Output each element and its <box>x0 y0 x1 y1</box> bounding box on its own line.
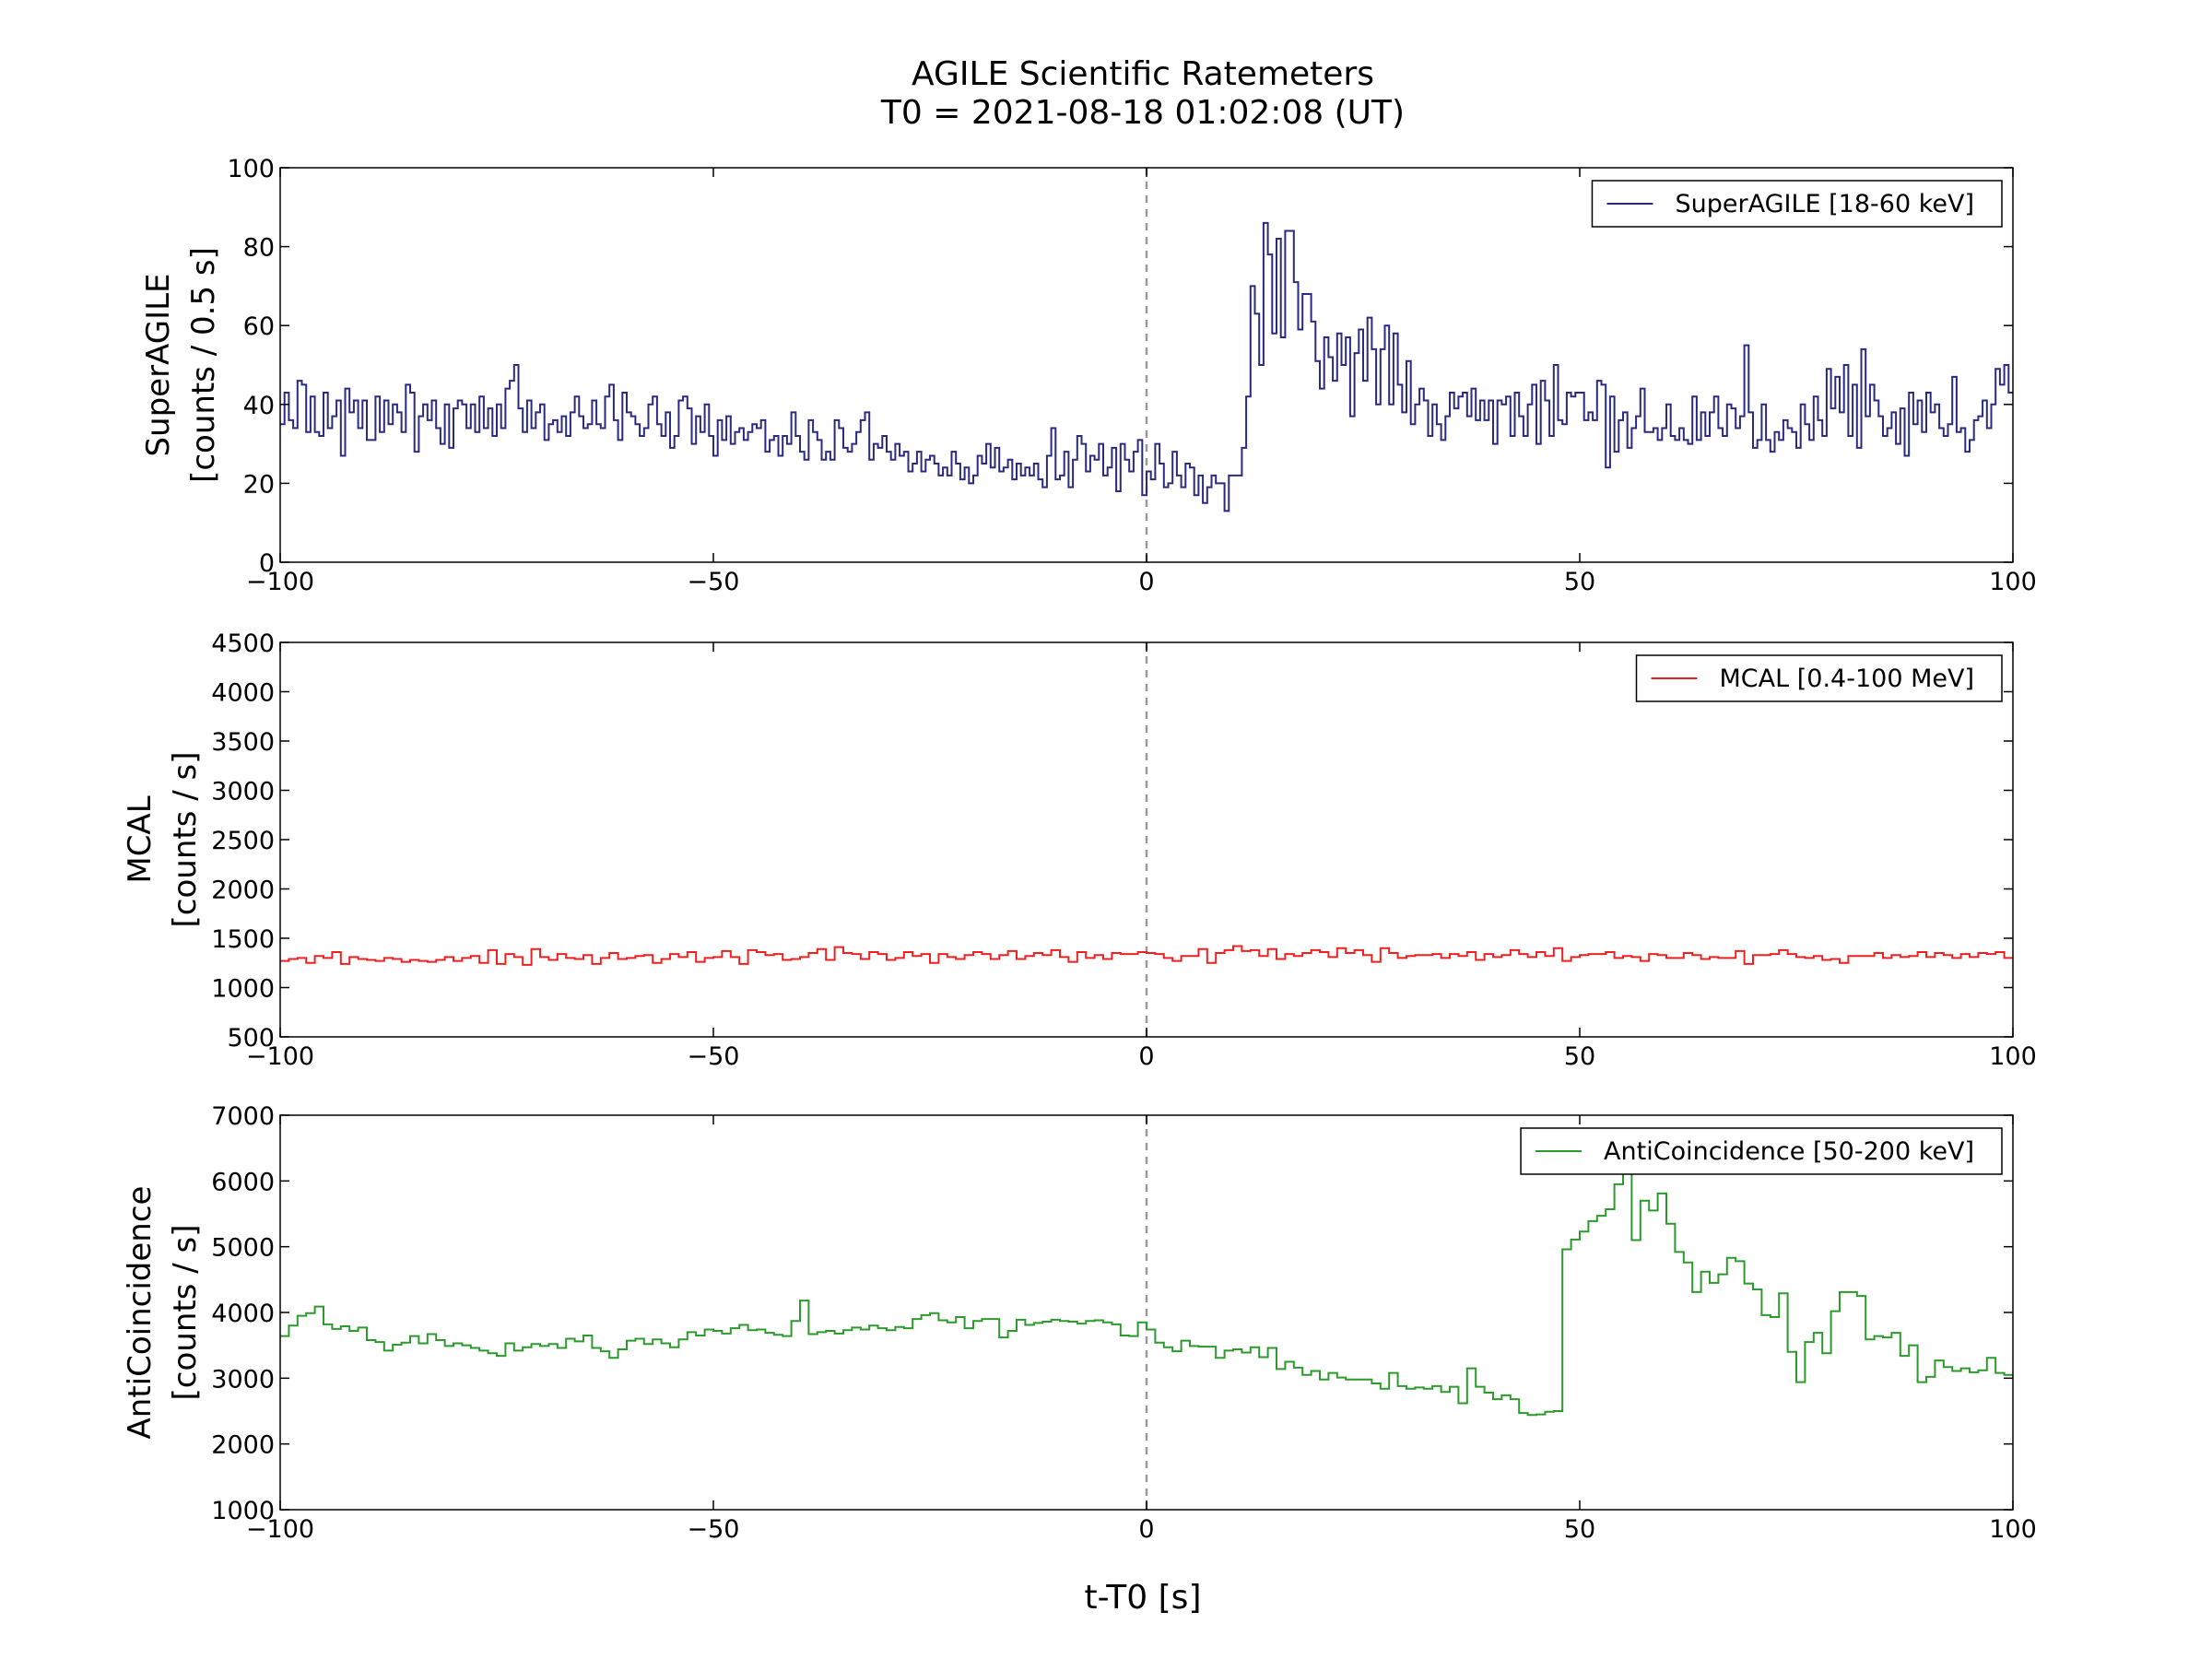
y-tick-label: 3000 <box>211 1365 275 1394</box>
legend-box <box>1591 180 2003 228</box>
y-tick-label: 2000 <box>211 1431 275 1460</box>
y-tick-label: 3000 <box>211 778 275 806</box>
y-tick-label: 2000 <box>211 877 275 905</box>
series-line <box>280 945 2013 966</box>
panel-1: −100 −50 0 50 100 500 1000 1500 2000 2500 3000 3500… <box>122 629 2037 1071</box>
x-tick-label: 100 <box>1989 568 2037 596</box>
panel-0: −100 −50 0 50 100 0 20 40 60 80 100 SuperAGILE [coun… <box>140 155 2037 596</box>
y-tick-label: 40 <box>243 392 275 420</box>
x-tick-label: −100 <box>246 568 314 596</box>
y-tick-label: 20 <box>243 470 275 499</box>
y-tick-label: 6000 <box>211 1168 275 1196</box>
y-axis-label-line1: SuperAGILE <box>140 273 177 456</box>
legend: SuperAGILE [18-60 keV] <box>1591 180 2003 228</box>
y-axis-label-line2: [counts / s] <box>167 752 204 928</box>
x-tick-label: 50 <box>1564 1515 1595 1544</box>
y-tick-label: 80 <box>243 234 275 263</box>
y-axis-label-line2: [counts / s] <box>167 1225 204 1401</box>
legend-label: AntiCoincidence [50-200 keV] <box>1604 1137 1974 1166</box>
y-tick-label: 2500 <box>211 827 275 855</box>
x-axis-label: t-T0 [s] <box>1085 1579 1202 1617</box>
y-axis-label-line2: [counts / 0.5 s] <box>185 247 222 483</box>
x-tick-label: 0 <box>1138 1042 1154 1071</box>
legend-label: MCAL [0.4-100 MeV] <box>1720 665 1975 693</box>
legend-box <box>1635 654 2003 702</box>
x-tick-label: 0 <box>1138 1515 1154 1544</box>
y-tick-label: 4000 <box>211 1300 275 1328</box>
legend: AntiCoincidence [50-200 keV] <box>1520 1127 2003 1175</box>
legend-label: SuperAGILE [18-60 keV] <box>1675 190 1974 218</box>
x-tick-label: 0 <box>1138 568 1154 596</box>
x-tick-label: 100 <box>1989 1042 2037 1071</box>
x-tick-label: 50 <box>1564 1042 1595 1071</box>
y-axis-label-line1: AntiCoincidence <box>122 1186 159 1440</box>
y-tick-label: 4000 <box>211 679 275 708</box>
series-line <box>280 221 2013 512</box>
x-tick-label: −100 <box>246 1042 314 1071</box>
x-tick-label: −100 <box>246 1515 314 1544</box>
series-line <box>280 1164 2013 1417</box>
y-tick-label: 500 <box>227 1024 275 1053</box>
y-tick-label: 1000 <box>211 1497 275 1525</box>
legend-box <box>1520 1127 2003 1175</box>
y-tick-label: 1500 <box>211 925 275 954</box>
y-axis-label-line1: MCAL <box>122 795 159 883</box>
y-tick-label: 5000 <box>211 1234 275 1263</box>
y-tick-label: 60 <box>243 312 275 341</box>
y-tick-label: 7000 <box>211 1102 275 1131</box>
y-tick-label: 1000 <box>211 975 275 1004</box>
x-tick-label: 100 <box>1989 1515 2037 1544</box>
x-tick-label: −50 <box>688 1042 740 1071</box>
x-tick-label: −50 <box>688 568 740 596</box>
x-tick-label: −50 <box>688 1515 740 1544</box>
panel-2: −100 −50 0 50 100 1000 2000 3000 4000 5000 6000 700… <box>122 1102 2037 1544</box>
figure-title-line1: AGILE Scientific Ratemeters <box>912 55 1374 93</box>
y-tick-label: 0 <box>259 549 275 578</box>
legend: MCAL [0.4-100 MeV] <box>1635 654 2003 702</box>
x-tick-label: 50 <box>1564 568 1595 596</box>
figure-title-line2: T0 = 2021-08-18 01:02:08 (UT) <box>880 94 1405 132</box>
y-tick-label: 3500 <box>211 728 275 757</box>
y-tick-label: 100 <box>227 155 275 183</box>
y-tick-label: 4500 <box>211 629 275 658</box>
